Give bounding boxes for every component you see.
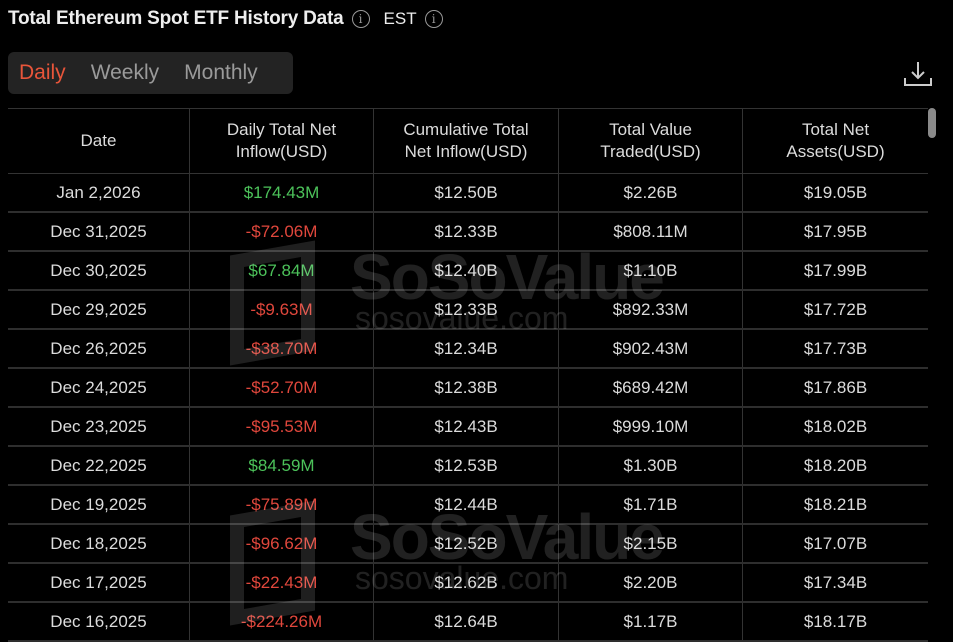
cell-date: Dec 24,2025 [8, 369, 190, 406]
table-row: Dec 17,2025 -$22.43M $12.62B $2.20B $17.34B [8, 564, 928, 603]
cell-date: Dec 17,2025 [8, 564, 190, 601]
timezone-info-icon[interactable]: i [424, 10, 443, 28]
cell-cumulative-inflow: $12.43B [374, 408, 559, 445]
cell-value-traded: $892.33M [559, 291, 743, 328]
column-header-net-assets-label: Total Net Assets(USD) [786, 120, 885, 161]
info-icon[interactable]: i [351, 10, 370, 28]
cell-net-assets: $17.73B [803, 338, 868, 358]
cell-cumulative-inflow: $12.40B [374, 252, 559, 289]
column-header-daily-inflow[interactable]: Daily Total Net Inflow(USD) [190, 109, 374, 173]
cell-date: Dec 30,2025 [8, 252, 190, 289]
cell-net-assets: $18.20B [803, 455, 868, 475]
cell-cumulative-inflow: $12.53B [374, 447, 559, 484]
cell-net-assets: $18.02B [803, 416, 868, 436]
cell-daily-inflow: $84.59M [190, 447, 374, 484]
table-row: Dec 26,2025 -$38.70M $12.34B $902.43M $17.73… [8, 330, 928, 369]
cell-net-assets: $17.72B [803, 299, 868, 319]
cell-value-traded: $2.20B [559, 564, 743, 601]
cell-daily-inflow: -$9.63M [190, 291, 374, 328]
cell-date: Dec 26,2025 [8, 330, 190, 367]
cell-net-assets: $17.34B [803, 572, 868, 592]
cell-cumulative-inflow: $12.33B [374, 213, 559, 250]
cell-daily-inflow: -$38.70M [190, 330, 374, 367]
cell-cumulative-inflow: $12.52B [374, 525, 559, 562]
cell-value-traded: $1.30B [559, 447, 743, 484]
cell-cumulative-inflow: $12.44B [374, 486, 559, 523]
cell-cumulative-inflow: $12.62B [374, 564, 559, 601]
cell-daily-inflow: -$224.26M [190, 603, 374, 640]
download-icon[interactable] [903, 60, 933, 88]
table-header: Date Daily Total Net Inflow(USD) Cumulat… [8, 108, 928, 174]
tab-weekly[interactable]: Weekly [90, 61, 160, 84]
cell-cumulative-inflow: $12.64B [374, 603, 559, 640]
cell-cumulative-inflow: $12.38B [374, 369, 559, 406]
cell-value-traded: $2.26B [559, 174, 743, 211]
cell-value-traded: $1.10B [559, 252, 743, 289]
table-row: Dec 30,2025 $67.84M $12.40B $1.10B $17.99B [8, 252, 928, 291]
table-row: Dec 29,2025 -$9.63M $12.33B $892.33M $17.72B [8, 291, 928, 330]
cell-net-assets: $17.95B [803, 221, 868, 241]
tab-daily[interactable]: Daily [19, 61, 66, 84]
cell-cumulative-inflow: $12.50B [374, 174, 559, 211]
table-row: Dec 24,2025 -$52.70M $12.38B $689.42M $17.86… [8, 369, 928, 408]
table-row: Dec 31,2025 -$72.06M $12.33B $808.11M $17.95… [8, 213, 928, 252]
cell-value-traded: $999.10M [559, 408, 743, 445]
column-header-daily-inflow-label: Daily Total Net Inflow(USD) [226, 120, 337, 161]
cell-date: Dec 23,2025 [8, 408, 190, 445]
page-title: Total Ethereum Spot ETF History Data [8, 8, 344, 29]
column-header-cumulative-inflow-label: Cumulative Total Net Inflow(USD) [403, 120, 529, 161]
table-row: Jan 2,2026 $174.43M $12.50B $2.26B $19.05B [8, 174, 928, 213]
cell-daily-inflow: -$95.53M [190, 408, 374, 445]
history-table: Date Daily Total Net Inflow(USD) Cumulat… [8, 108, 928, 642]
title-bar: Total Ethereum Spot ETF History Data i E… [8, 5, 443, 33]
cell-net-assets: $17.07B [803, 533, 868, 553]
cell-value-traded: $1.17B [559, 603, 743, 640]
cell-net-assets: $19.05B [803, 182, 868, 202]
cell-date: Dec 31,2025 [8, 213, 190, 250]
cell-date: Dec 18,2025 [8, 525, 190, 562]
cell-net-assets: $17.99B [803, 260, 868, 280]
table-row: Dec 16,2025 -$224.26M $12.64B $1.17B $18.17B [8, 603, 928, 642]
column-header-net-assets[interactable]: Total Net Assets(USD) [743, 109, 928, 173]
cell-daily-inflow: -$96.62M [190, 525, 374, 562]
cell-daily-inflow: $174.43M [190, 174, 374, 211]
cell-value-traded: $689.42M [559, 369, 743, 406]
column-header-cumulative-inflow[interactable]: Cumulative Total Net Inflow(USD) [374, 109, 559, 173]
table-row: Dec 23,2025 -$95.53M $12.43B $999.10M $18.02… [8, 408, 928, 447]
tab-monthly[interactable]: Monthly [184, 61, 258, 84]
cell-value-traded: $902.43M [559, 330, 743, 367]
cell-date: Jan 2,2026 [8, 174, 190, 211]
cell-net-assets: $18.17B [803, 611, 868, 631]
cell-net-assets: $18.21B [803, 494, 868, 514]
table-row: Dec 19,2025 -$75.89M $12.44B $1.71B $18.21B [8, 486, 928, 525]
table-row: Dec 22,2025 $84.59M $12.53B $1.30B $18.20B [8, 447, 928, 486]
cell-value-traded: $1.71B [559, 486, 743, 523]
cell-cumulative-inflow: $12.34B [374, 330, 559, 367]
cell-daily-inflow: -$72.06M [190, 213, 374, 250]
column-header-value-traded[interactable]: Total Value Traded(USD) [559, 109, 743, 173]
cell-daily-inflow: -$22.43M [190, 564, 374, 601]
cell-daily-inflow: $67.84M [190, 252, 374, 289]
cell-date: Dec 29,2025 [8, 291, 190, 328]
cell-date: Dec 16,2025 [8, 603, 190, 640]
cell-daily-inflow: -$52.70M [190, 369, 374, 406]
cell-daily-inflow: -$75.89M [190, 486, 374, 523]
cell-value-traded: $2.15B [559, 525, 743, 562]
scrollbar[interactable] [928, 108, 936, 138]
timezone-label: EST [383, 9, 417, 28]
table-row: Dec 18,2025 -$96.62M $12.52B $2.15B $17.07B [8, 525, 928, 564]
period-tabs: Daily Weekly Monthly [8, 52, 293, 94]
cell-date: Dec 19,2025 [8, 486, 190, 523]
column-header-date[interactable]: Date [8, 109, 190, 173]
cell-value-traded: $808.11M [559, 213, 743, 250]
cell-date: Dec 22,2025 [8, 447, 190, 484]
column-header-value-traded-label: Total Value Traded(USD) [600, 120, 701, 161]
cell-net-assets: $17.86B [803, 377, 868, 397]
cell-cumulative-inflow: $12.33B [374, 291, 559, 328]
